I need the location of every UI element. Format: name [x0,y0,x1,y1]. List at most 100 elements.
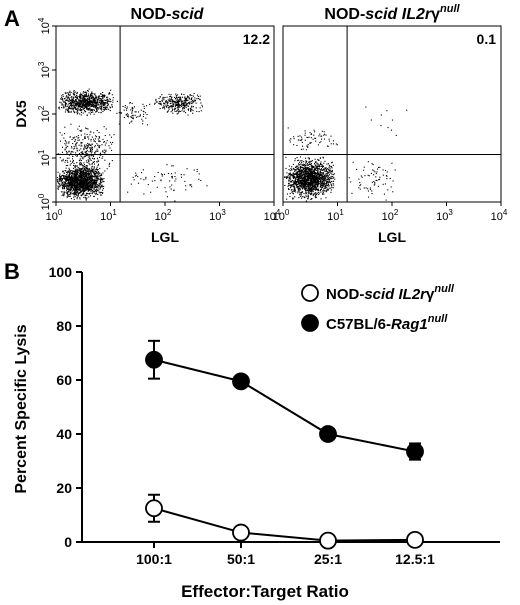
dot-plot-1-event-dot [90,173,92,175]
dot-plot-1-event-dot [181,106,183,108]
dot-plot-2-event-dot [303,176,305,178]
dot-plot-1-event-dot [116,100,118,102]
dot-plot-1-event-dot [67,191,69,193]
dot-plot-1-event-dot [162,100,164,102]
dot-plot-1-event-dot [87,146,89,148]
dot-plot-1-event-dot [174,107,176,109]
dot-plot-1-event-dot [68,183,70,185]
dot-plot-1-event-dot [76,155,78,157]
dot-plot-2-event-dot [310,178,312,180]
dot-plot-1-event-dot [187,109,189,111]
dot-plot-2-event-dot [292,193,294,195]
dot-plot-1-event-dot [89,98,91,100]
dot-plot-2-event-dot [310,165,312,167]
dot-plot-1-event-dot [74,174,76,176]
dot-plot-2-event-dot [317,180,319,182]
dot-plot-1-event-dot [98,136,100,138]
dot-plot-2-event-dot [322,166,324,168]
dot-plot-1-event-dot [130,121,132,123]
dot-plot-2-event-dot [318,177,320,179]
dot-plot-1-event-dot [77,171,79,173]
dot-plot-2-event-dot [287,188,289,190]
dot-plot-1-event-dot [63,186,65,188]
dot-plot-2-event-dot [294,181,296,183]
dot-plot-2-event-dot [311,192,313,194]
dot-plot-1-event-dot [78,179,80,181]
dot-plot-2-event-dot [331,161,333,163]
dot-plot-1-event-dot [80,173,82,175]
dot-plot-2-event-dot [322,186,324,188]
dot-plot-1-event-dot [170,111,172,113]
dot-plot-1-event-dot [82,156,84,158]
dot-plot-1-event-dot [66,98,68,100]
dot-plot-1-event-dot [86,189,88,191]
dot-plot-2-event-dot [304,167,306,169]
dot-plot-1-event-dot [88,169,90,171]
dot-plot-1-event-dot [82,99,84,101]
dot-plot-1-event-dot [58,183,60,185]
dot-plot-2-event-dot [324,179,326,181]
dot-plot-1-event-dot [89,180,91,182]
dot-plot-1-event-dot [87,179,89,181]
dot-plot-1-event-dot [178,96,180,98]
dot-plot-2-event-dot [378,166,380,168]
dot-plot-2-event-dot [332,176,334,178]
dot-plot-1-event-dot [80,169,82,171]
dot-plot-1-event-dot [87,108,89,110]
dot-plot-2-event-dot [315,176,317,178]
dot-plot-1-event-dot [68,97,70,99]
dot-plot-1-event-dot [163,103,165,105]
dot-plot-2-event-dot [329,165,331,167]
dot-plot-1-event-dot [93,105,95,107]
dot-plot-1-event-dot [63,193,65,195]
dot-plot-1-event-dot [58,182,60,184]
dot-plot-1-event-dot [87,98,89,100]
dot-plot-1-event-dot [155,101,157,103]
dot-plot-2-event-dot [321,169,323,171]
dot-plot-2-event-dot [289,177,291,179]
dot-plot-1-event-dot [86,194,88,196]
dot-plot-1-event-dot [79,103,81,105]
dot-plot-1-event-dot [87,142,89,144]
dot-plot-1-event-dot [89,149,91,151]
dot-plot-2-event-dot [330,165,332,167]
dot-plot-2-event-dot [326,174,328,176]
dot-plot-2-event-dot [322,175,324,177]
dot-plot-1-event-dot [88,183,90,185]
dot-plot-1-event-dot [98,97,100,99]
dot-plot-1-event-dot [82,191,84,193]
dot-plot-1-event-dot [90,144,92,146]
dot-plot-1-event-dot [171,176,173,178]
dot-plot-2-event-dot [316,167,318,169]
dot-plot-2-event-dot [301,166,303,168]
dot-plot-1-event-dot [87,154,89,156]
dot-plot-1-event-dot [88,100,90,102]
line-chart-x-tick-label: 100:1 [136,551,172,567]
dot-plot-1-event-dot [95,193,97,195]
dot-plot-1-event-dot [81,186,83,188]
dot-plot-1-event-dot [74,186,76,188]
dot-plot-1-event-dot [74,96,76,98]
dot-plot-1-event-dot [171,165,173,167]
dot-plot-1-event-dot [98,106,100,108]
dot-plot-2-event-dot [295,181,297,183]
dot-plot-1-event-dot [77,137,79,139]
dot-plot-1-event-dot [133,179,135,181]
dot-plot-2-event-dot [303,179,305,181]
dot-plot-1-event-dot [95,174,97,176]
dot-plot-2-event-dot [309,184,311,186]
dot-plot-1-event-dot [94,182,96,184]
dot-plot-1-event-dot [59,176,61,178]
dot-plot-1-event-dot [58,180,60,182]
dot-plot-2-event-dot [307,178,309,180]
dot-plot-1-event-dot [74,140,76,142]
dot-plot-1-event-dot [94,182,96,184]
dot-plot-1-event-dot [89,134,91,136]
dot-plot-1-event-dot [61,180,63,182]
dot-plot-2-event-dot [299,182,301,184]
dot-plot-1-event-dot [83,166,85,168]
dot-plot-1-event-dot [75,181,77,183]
dot-plot-1-event-dot [90,93,92,95]
dot-plot-1-event-dot [158,97,160,99]
dot-plot-2-event-dot [302,172,304,174]
